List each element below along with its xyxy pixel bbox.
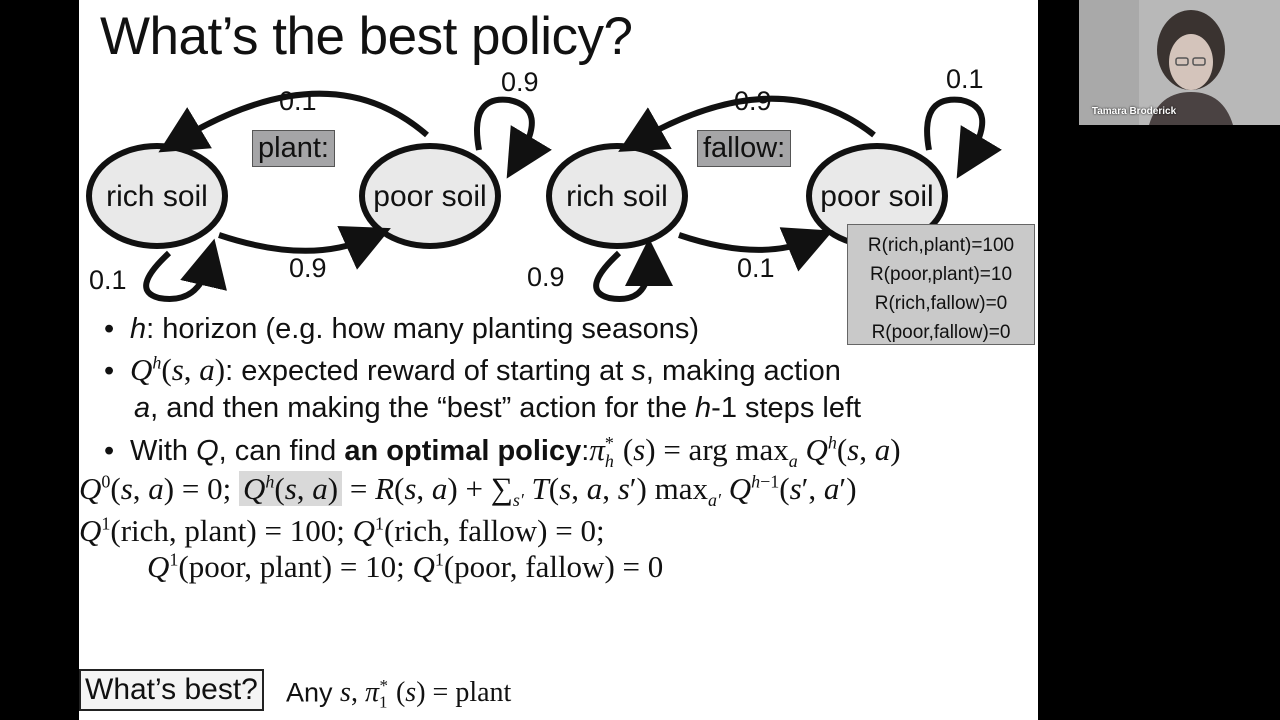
arrow-poor-to-rich-plant <box>158 90 429 153</box>
rich-soil-label: rich soil <box>566 180 668 213</box>
reward-poor-plant: R(poor,plant)=10 <box>869 264 1013 285</box>
opt-text-2: , can find <box>218 435 345 467</box>
bullet-q-definition-cont: a, and then making the “best” action for… <box>134 392 861 425</box>
reward-poor-fallow: R(poor,fallow)=0 <box>871 322 1011 343</box>
prob-plant-poor-to-rich: 0.1 <box>279 86 317 116</box>
participant-name: Tamara Broderick <box>1091 106 1177 117</box>
reward-rich-plant: R(rich,plant)=100 <box>867 235 1015 256</box>
mdp-diagrams: rich soil poor soil rich soil poor soil <box>86 90 1002 302</box>
poor-soil-node-plant <box>359 143 501 249</box>
fallow-mdp: rich soil poor soil <box>546 95 1002 302</box>
any-s-answer: Any s, π1* (s) = plant <box>286 676 511 713</box>
reward-rich-fallow: R(rich,fallow)=0 <box>874 293 1008 314</box>
plant-action-label: plant: <box>252 130 335 167</box>
q-text-s: s <box>631 355 646 387</box>
prob-plant-poor-self: 0.9 <box>501 67 539 97</box>
rich-soil-node-plant <box>86 143 228 249</box>
arrow-rich-self-fallow <box>593 238 673 302</box>
reward-table: R(rich,plant)=100 R(poor,plant)=10 R(ric… <box>847 224 1035 345</box>
optimal-policy-formula: πh* (s) = arg maxa Qh(s, a) <box>589 432 901 472</box>
any-s-prefix: Any <box>286 677 341 708</box>
fallow-action-label: fallow: <box>697 130 792 167</box>
whats-best-box: What’s best? <box>79 669 264 711</box>
rich-soil-node-fallow <box>546 143 688 249</box>
q1-rich-equation: Q1(rich, plant) = 100; Q1(rich, fallow) … <box>79 513 605 548</box>
person-icon <box>1079 0 1280 125</box>
prob-fallow-poor-to-rich: 0.9 <box>734 86 772 116</box>
plant-mdp: rich soil poor soil <box>86 90 552 302</box>
horizon-text: : horizon (e.g. how many planting season… <box>146 313 700 345</box>
arrow-poor-self-fallow <box>924 96 1002 179</box>
arrow-rich-to-poor-plant <box>218 225 391 270</box>
q-text-a: a <box>134 392 151 424</box>
arrow-poor-to-rich-fallow <box>618 95 876 152</box>
opt-text-3: : <box>581 435 590 467</box>
poor-soil-label: poor soil <box>820 180 933 213</box>
arrow-rich-to-poor-fallow <box>678 227 834 272</box>
bellman-equation: Q0(s, a) = 0; Qh(s, a) = R(s, a) + ∑s′ T… <box>79 471 857 511</box>
prob-fallow-rich-self: 0.9 <box>527 262 565 292</box>
q1-poor-equation: Q1(poor, plant) = 10; Q1(poor, fallow) =… <box>147 549 664 584</box>
prob-fallow-rich-to-poor: 0.1 <box>737 253 775 283</box>
horizon-var: h <box>130 313 147 345</box>
prob-plant-rich-to-poor: 0.9 <box>289 253 327 283</box>
q-text-h: h <box>695 392 712 424</box>
arrow-poor-self-plant <box>474 96 552 179</box>
slide: What’s the best policy? rich soil poor s… <box>79 0 1038 720</box>
q-text-4: -1 steps left <box>711 392 862 424</box>
bullet-optimal-policy: • With Q, can find an optimal policy:πh*(… <box>104 432 901 472</box>
any-s-formula: s, π1* (s) = plant <box>340 676 512 712</box>
q-text-2: , making action <box>645 355 841 387</box>
optimal-policy-bold: an optimal policy <box>344 435 582 467</box>
q-h-s-a-formula: Qh(s, a) <box>130 352 226 387</box>
arrow-rich-self-plant <box>143 238 227 302</box>
bullet-q-definition: • Qh(s, a): expected reward of starting a… <box>104 352 841 387</box>
q-text-1: : expected reward of starting at <box>225 355 632 387</box>
opt-text-1: With <box>130 435 197 467</box>
prob-plant-rich-self: 0.1 <box>89 265 127 295</box>
participant-video[interactable]: Tamara Broderick <box>1079 0 1280 125</box>
q-text-3: , and then making the “best” action for … <box>150 392 696 424</box>
poor-soil-label: poor soil <box>373 180 486 213</box>
slide-title: What’s the best policy? <box>100 7 633 66</box>
opt-q: Q <box>196 435 219 467</box>
bullet-horizon: • h: horizon (e.g. how many planting seas… <box>104 313 700 345</box>
prob-fallow-poor-self: 0.1 <box>946 64 984 94</box>
rich-soil-label: rich soil <box>106 180 208 213</box>
